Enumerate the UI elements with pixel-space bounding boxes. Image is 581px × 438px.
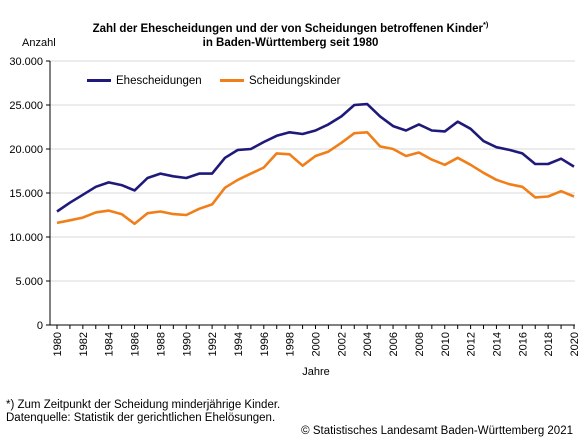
x-tick-label: 2014: [491, 332, 503, 356]
series-line-scheidungskinder: [56, 131, 575, 226]
legend-item-ehescheidungen: Ehescheidungen: [87, 75, 202, 89]
x-tick-label: 1998: [285, 332, 297, 356]
legend-swatch-ehescheidungen: [87, 79, 111, 83]
y-tick-label: 0: [37, 320, 43, 332]
x-tick-label: 1990: [181, 332, 193, 356]
x-tick-label: 2006: [388, 332, 400, 356]
x-tick-label: 2008: [414, 332, 426, 356]
y-tick-label: 5.000: [15, 276, 43, 288]
x-tick-labels: 1980 1982 1984 1986 1988 1990 1992 1994 1996 1998…: [52, 332, 581, 356]
x-tick-label: 1996: [259, 332, 271, 356]
y-tick-labels: 0 5.000 10.000 15.000 20.000 25.000 30.000: [9, 56, 43, 332]
y-tick-label: 20.000: [9, 144, 43, 156]
x-tick-label: 2000: [311, 332, 323, 356]
legend-swatch-scheidungskinder: [220, 79, 244, 83]
y-tick-label: 30.000: [9, 56, 43, 68]
y-tick-label: 25.000: [9, 100, 43, 112]
x-tick-label: 2010: [440, 332, 452, 356]
legend: Ehescheidungen Scheidungskinder: [75, 66, 358, 98]
copyright: © Statistisches Landesamt Baden-Württemb…: [301, 425, 573, 437]
series-line-ehescheidungen: [56, 102, 575, 213]
gridlines: [50, 60, 575, 282]
x-axis-label: Jahre: [302, 366, 330, 378]
x-tick-label: 1988: [155, 332, 167, 356]
y-tick-label: 15.000: [9, 188, 43, 200]
x-tick-label: 1982: [78, 332, 90, 356]
footnote: *) Zum Zeitpunkt der Scheidung minderjäh…: [6, 399, 280, 425]
x-tick-label: 1994: [233, 332, 245, 356]
chart-title: Zahl der Ehescheidungen und der von Sche…: [0, 18, 581, 50]
x-tick-label: 1984: [104, 332, 116, 356]
x-tick-label: 2018: [543, 332, 555, 356]
x-tick-label: 1986: [130, 332, 142, 356]
x-tick-label: 2004: [362, 332, 374, 356]
y-tick-label: 10.000: [9, 232, 43, 244]
axes: [46, 60, 575, 329]
title-line-2: in Baden-Württemberg seit 1980: [202, 36, 379, 49]
title-superscript: *): [482, 20, 489, 29]
y-axis-label: Anzahl: [22, 37, 56, 49]
legend-label-ehescheidungen: Ehescheidungen: [116, 75, 202, 87]
x-tick-label: 2016: [517, 332, 529, 356]
series-lines: [56, 102, 575, 226]
x-tick-label: 2020: [569, 332, 581, 356]
x-tick-label: 1992: [207, 332, 219, 356]
x-tick-label: 2002: [336, 332, 348, 356]
legend-label-scheidungskinder: Scheidungskinder: [249, 75, 341, 87]
x-tick-label: 1980: [52, 332, 64, 356]
legend-item-scheidungskinder: Scheidungskinder: [220, 75, 340, 89]
x-tick-label: 2012: [466, 332, 478, 356]
footnote-line-1: *) Zum Zeitpunkt der Scheidung minderjäh…: [6, 399, 281, 411]
footnote-line-2: Datenquelle: Statistik der gerichtlichen…: [6, 412, 276, 424]
title-line-1: Zahl der Ehescheidungen und der von Sche…: [92, 22, 483, 35]
